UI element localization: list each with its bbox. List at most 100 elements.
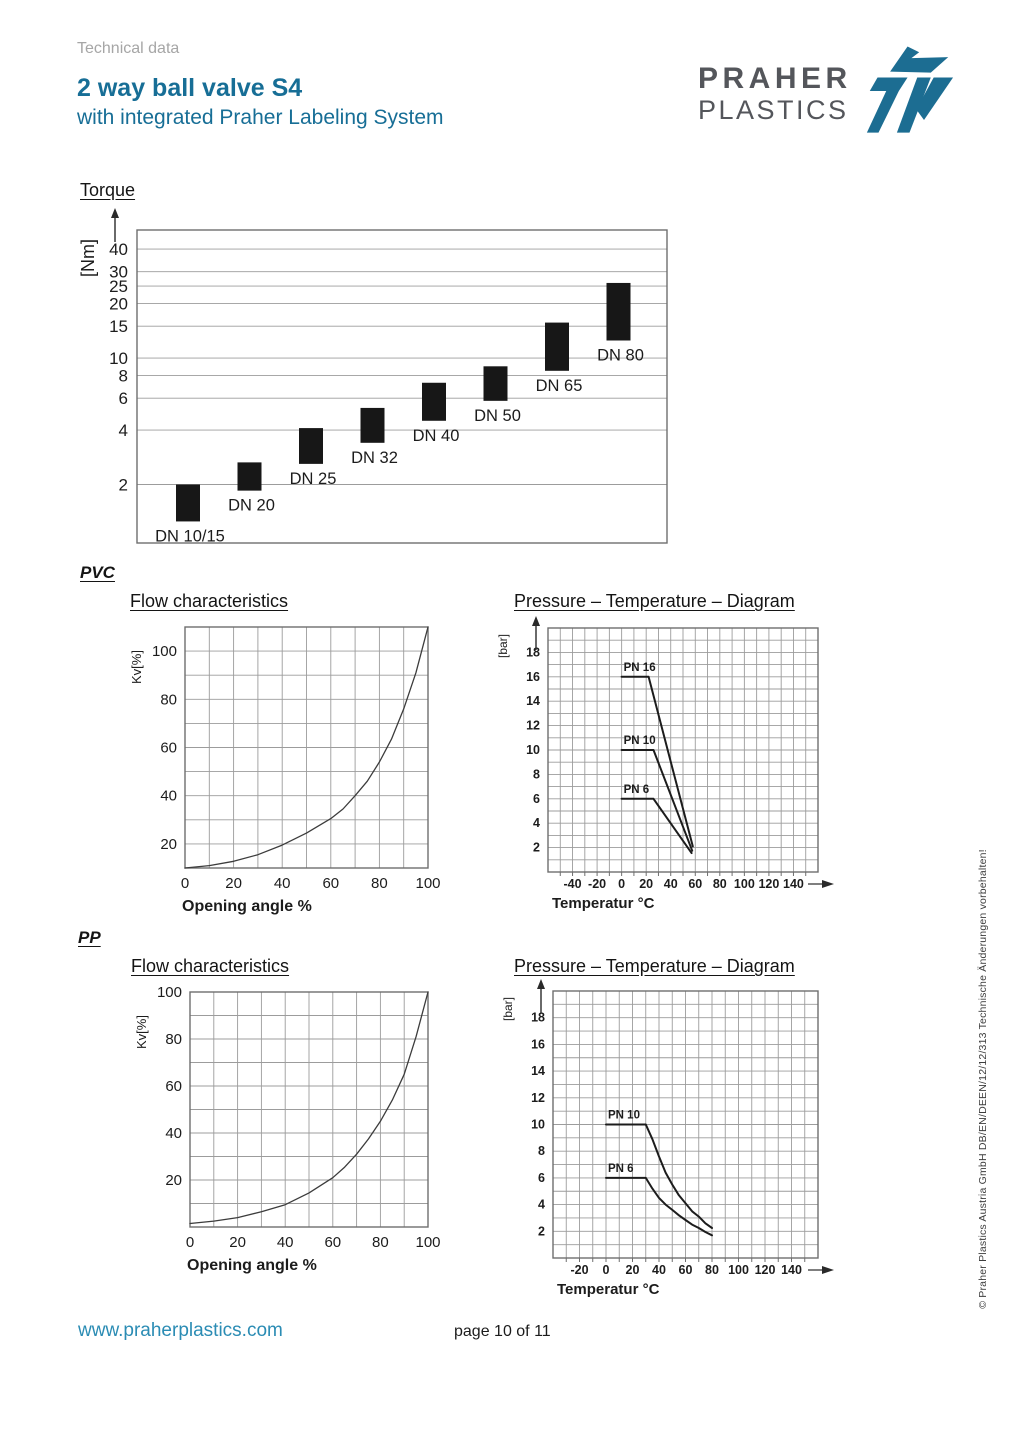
svg-text:DN 20: DN 20 bbox=[228, 497, 275, 515]
svg-text:30: 30 bbox=[109, 263, 128, 282]
svg-text:20: 20 bbox=[639, 877, 653, 891]
svg-text:Temperatur °C: Temperatur °C bbox=[552, 895, 655, 912]
pp-pt-title: Pressure – Temperature – Diagram bbox=[514, 956, 795, 976]
svg-text:[bar]: [bar] bbox=[496, 634, 510, 658]
svg-text:100: 100 bbox=[415, 875, 440, 892]
page-indicator: page 10 of 11 bbox=[454, 1323, 551, 1340]
svg-text:PN 10: PN 10 bbox=[608, 1110, 640, 1122]
svg-text:PN 6: PN 6 bbox=[624, 784, 650, 796]
page-subtitle: with integrated Praher Labeling System bbox=[77, 106, 444, 129]
svg-text:PN 6: PN 6 bbox=[608, 1163, 634, 1175]
torque-heading: Torque bbox=[80, 180, 136, 200]
svg-text:-40: -40 bbox=[564, 877, 582, 891]
svg-text:16: 16 bbox=[531, 1037, 545, 1051]
svg-text:PN 16: PN 16 bbox=[624, 662, 656, 674]
eyebrow-text: Technical data bbox=[77, 40, 180, 57]
svg-text:100: 100 bbox=[734, 877, 755, 891]
svg-text:-20: -20 bbox=[570, 1263, 588, 1277]
svg-text:8: 8 bbox=[533, 767, 540, 781]
svg-text:DN 40: DN 40 bbox=[413, 427, 460, 445]
pvc-pt-title: Pressure – Temperature – Diagram bbox=[514, 591, 795, 611]
logo-icon-stem-shape bbox=[896, 77, 931, 133]
svg-text:2: 2 bbox=[533, 841, 540, 855]
svg-text:6: 6 bbox=[538, 1171, 545, 1185]
logo-icon-left-bar-shape bbox=[869, 77, 908, 91]
logo-wordmark-plastics: PLASTICS bbox=[698, 95, 849, 125]
copyright-side-note: © Praher Plastics Austria GmbH DB/EN/DEE… bbox=[977, 849, 989, 1309]
pvc-flow-title: Flow characteristics bbox=[130, 591, 289, 611]
svg-text:Opening angle %: Opening angle % bbox=[182, 898, 312, 915]
svg-text:Opening angle %: Opening angle % bbox=[187, 1257, 317, 1274]
svg-text:60: 60 bbox=[324, 1234, 341, 1251]
svg-text:120: 120 bbox=[755, 1263, 776, 1277]
svg-text:12: 12 bbox=[526, 719, 540, 733]
svg-text:20: 20 bbox=[626, 1263, 640, 1277]
svg-text:25: 25 bbox=[109, 277, 128, 296]
svg-text:100: 100 bbox=[728, 1263, 749, 1277]
svg-text:6: 6 bbox=[119, 389, 128, 408]
svg-text:80: 80 bbox=[713, 877, 727, 891]
logo-icon-left-leg-shape bbox=[866, 91, 899, 133]
svg-text:40: 40 bbox=[274, 875, 291, 892]
logo-wordmark-praher: PRAHER bbox=[698, 62, 852, 95]
svg-text:40: 40 bbox=[652, 1263, 666, 1277]
svg-text:DN 32: DN 32 bbox=[351, 449, 398, 467]
svg-text:-20: -20 bbox=[588, 877, 606, 891]
page-title: 2 way ball valve S4 bbox=[77, 74, 303, 102]
pp-heading: PP bbox=[78, 928, 101, 947]
svg-text:140: 140 bbox=[783, 877, 804, 891]
pvc-heading: PVC bbox=[80, 563, 115, 582]
pvc-flow-chart: 20 40 60 80 100 0 20 40 60 80 100 Kv[%] Opening angl… bbox=[129, 626, 441, 915]
svg-text:Temperatur °C: Temperatur °C bbox=[557, 1281, 660, 1298]
svg-text:80: 80 bbox=[160, 691, 177, 708]
svg-text:100: 100 bbox=[157, 984, 182, 1001]
svg-text:10: 10 bbox=[109, 349, 128, 368]
praher-logo-icon bbox=[866, 46, 954, 133]
svg-text:20: 20 bbox=[225, 875, 242, 892]
svg-text:80: 80 bbox=[371, 875, 388, 892]
svg-text:[bar]: [bar] bbox=[501, 997, 515, 1021]
svg-text:80: 80 bbox=[165, 1031, 182, 1048]
svg-text:2: 2 bbox=[538, 1224, 545, 1238]
svg-text:20: 20 bbox=[160, 836, 177, 853]
svg-text:DN 10/15: DN 10/15 bbox=[155, 527, 225, 545]
svg-text:40: 40 bbox=[165, 1125, 182, 1142]
svg-text:0: 0 bbox=[186, 1234, 194, 1251]
svg-text:DN 25: DN 25 bbox=[290, 470, 337, 488]
pp-flow-chart: 20 40 60 80 100 0 20 40 60 80 100 Kv[%] Opening angl… bbox=[134, 984, 441, 1274]
svg-text:8: 8 bbox=[538, 1144, 545, 1158]
svg-text:16: 16 bbox=[526, 670, 540, 684]
svg-text:40: 40 bbox=[109, 240, 128, 259]
svg-text:Kv[%]: Kv[%] bbox=[129, 650, 144, 684]
pvc-pressure-temperature-chart: 2 4 6 8 10 12 14 16 18 -40 -20 0 20 40 60 80 100 120 140 [b… bbox=[496, 616, 834, 912]
svg-text:4: 4 bbox=[533, 816, 540, 830]
website-link[interactable]: www.praherplastics.com bbox=[78, 1320, 283, 1341]
svg-text:60: 60 bbox=[160, 740, 177, 757]
svg-text:20: 20 bbox=[109, 295, 128, 314]
logo-icon-bowl-shape bbox=[916, 77, 954, 121]
svg-text:10: 10 bbox=[531, 1118, 545, 1132]
svg-text:PN 10: PN 10 bbox=[624, 735, 656, 747]
svg-text:2: 2 bbox=[119, 476, 128, 495]
svg-text:10: 10 bbox=[526, 743, 540, 757]
svg-text:18: 18 bbox=[531, 1011, 545, 1025]
svg-text:4: 4 bbox=[119, 421, 128, 440]
svg-text:20: 20 bbox=[165, 1172, 182, 1189]
pp-pressure-temperature-chart: 2 4 6 8 10 12 14 16 18 -20 0 20 40 60 80 100 120 140 [bar]… bbox=[501, 979, 834, 1298]
svg-text:120: 120 bbox=[758, 877, 779, 891]
svg-text:0: 0 bbox=[618, 877, 625, 891]
svg-text:80: 80 bbox=[372, 1234, 389, 1251]
svg-text:20: 20 bbox=[229, 1234, 246, 1251]
svg-text:Kv[%]: Kv[%] bbox=[134, 1015, 149, 1049]
svg-text:14: 14 bbox=[531, 1064, 545, 1078]
svg-text:DN 80: DN 80 bbox=[597, 346, 644, 364]
svg-text:140: 140 bbox=[781, 1263, 802, 1277]
svg-text:60: 60 bbox=[688, 877, 702, 891]
svg-text:4: 4 bbox=[538, 1198, 545, 1212]
svg-text:60: 60 bbox=[322, 875, 339, 892]
svg-text:80: 80 bbox=[705, 1263, 719, 1277]
svg-text:0: 0 bbox=[603, 1263, 610, 1277]
svg-text:60: 60 bbox=[165, 1078, 182, 1095]
pp-flow-title: Flow characteristics bbox=[131, 956, 290, 976]
